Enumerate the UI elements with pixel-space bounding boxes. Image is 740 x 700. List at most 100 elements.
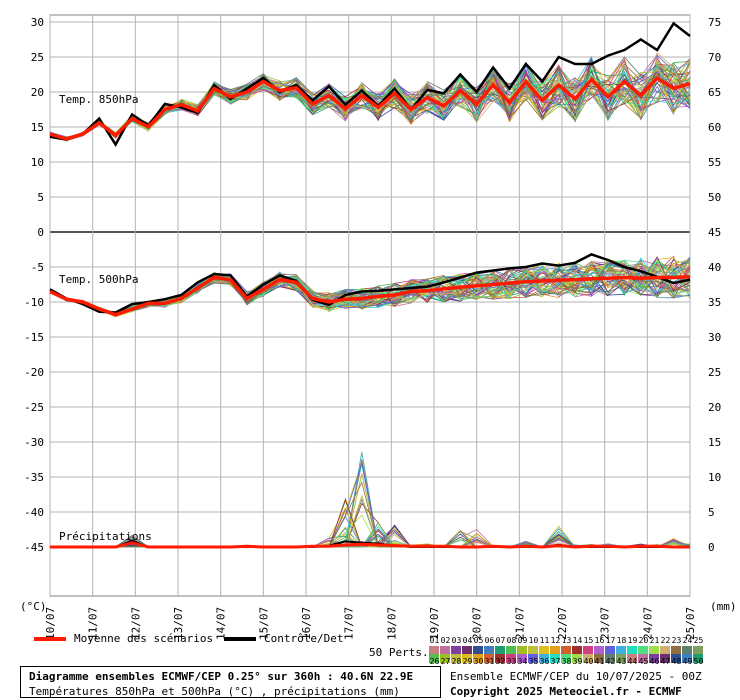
member-swatch bbox=[660, 646, 670, 655]
member-swatch bbox=[550, 646, 560, 655]
member-number: 33 bbox=[506, 657, 517, 666]
date-tick-label: 13/07 bbox=[172, 607, 185, 640]
member-number: 30 bbox=[473, 657, 484, 666]
member-number: 15 bbox=[583, 636, 594, 645]
member-swatch bbox=[682, 654, 692, 663]
member-number: 32 bbox=[495, 657, 506, 666]
member-swatch bbox=[693, 654, 703, 663]
member-number: 23 bbox=[671, 636, 682, 645]
member-swatch bbox=[495, 654, 505, 663]
legend-perts-label: 50 Perts. bbox=[369, 646, 429, 659]
right-tick-label: 20 bbox=[708, 401, 721, 414]
member-number: 48 bbox=[671, 657, 682, 666]
member-swatch bbox=[539, 654, 549, 663]
member-number: 42 bbox=[605, 657, 616, 666]
member-swatch bbox=[605, 646, 615, 655]
member-swatch bbox=[649, 646, 659, 655]
t850-label: Temp. 850hPa bbox=[59, 93, 138, 106]
member-swatch bbox=[473, 646, 483, 655]
date-tick-label: 16/07 bbox=[300, 607, 313, 640]
member-swatch bbox=[561, 646, 571, 655]
member-number: 07 bbox=[495, 636, 506, 645]
member-number: 47 bbox=[660, 657, 671, 666]
member-swatch bbox=[506, 646, 516, 655]
legend-mean-label: Moyenne des scénarios bbox=[74, 632, 214, 645]
main-series bbox=[49, 21, 691, 549]
legend-control-swatch bbox=[224, 637, 256, 641]
right-tick-label: 35 bbox=[708, 296, 721, 309]
member-swatch bbox=[440, 646, 450, 655]
member-swatch bbox=[572, 646, 582, 655]
mean-line-500 bbox=[49, 275, 691, 317]
member-number: 21 bbox=[649, 636, 660, 645]
member-swatch bbox=[484, 654, 494, 663]
date-tick-label: 15/07 bbox=[257, 607, 270, 640]
right-tick-label: 55 bbox=[708, 156, 721, 169]
left-tick-label: -10 bbox=[24, 296, 44, 309]
member-swatch bbox=[495, 646, 505, 655]
member-number: 25 bbox=[693, 636, 704, 645]
member-swatch bbox=[528, 654, 538, 663]
legend-mean-swatch bbox=[34, 637, 66, 641]
member-number: 46 bbox=[649, 657, 660, 666]
left-tick-label: 20 bbox=[31, 86, 44, 99]
member-number: 50 bbox=[693, 657, 704, 666]
member-swatch bbox=[671, 646, 681, 655]
member-number: 29 bbox=[462, 657, 473, 666]
left-tick-label: -45 bbox=[24, 541, 44, 554]
right-unit-label: (mm) bbox=[710, 600, 737, 613]
right-tick-label: 45 bbox=[708, 226, 721, 239]
member-number: 34 bbox=[517, 657, 528, 666]
member-swatch bbox=[517, 646, 527, 655]
member-number: 26 bbox=[429, 657, 440, 666]
left-tick-label: 10 bbox=[31, 156, 44, 169]
date-axis: 10/07 11/07 12/07 13/07 14/07 15/07 16/07 17/07… bbox=[44, 607, 697, 640]
date-tick-label: 14/07 bbox=[215, 607, 228, 640]
right-tick-label: 0 bbox=[708, 541, 715, 554]
member-number: 41 bbox=[594, 657, 605, 666]
date-tick-label: 22/07 bbox=[556, 607, 569, 640]
member-number: 08 bbox=[506, 636, 517, 645]
date-tick-label: 12/07 bbox=[129, 607, 142, 640]
member-swatch bbox=[638, 654, 648, 663]
member-number: 06 bbox=[484, 636, 495, 645]
member-swatch bbox=[572, 654, 582, 663]
left-tick-label: 30 bbox=[31, 16, 44, 29]
member-swatch bbox=[616, 654, 626, 663]
date-tick-label: 21/07 bbox=[513, 607, 526, 640]
member-swatch bbox=[451, 654, 461, 663]
right-tick-label: 15 bbox=[708, 436, 721, 449]
member-swatch bbox=[660, 654, 670, 663]
mean-line-850 bbox=[49, 75, 691, 141]
member-swatch bbox=[473, 654, 483, 663]
member-swatch bbox=[484, 646, 494, 655]
member-swatch bbox=[451, 646, 461, 655]
member-number: 22 bbox=[660, 636, 671, 645]
left-tick-label: -20 bbox=[24, 366, 44, 379]
left-tick-label: 0 bbox=[37, 226, 44, 239]
member-swatch bbox=[693, 646, 703, 655]
right-tick-label: 40 bbox=[708, 261, 721, 274]
member-swatch bbox=[605, 654, 615, 663]
member-number: 27 bbox=[440, 657, 451, 666]
mean-line-precip bbox=[50, 541, 690, 549]
member-number: 37 bbox=[550, 657, 561, 666]
member-line-500 bbox=[49, 262, 691, 316]
left-tick-label: -25 bbox=[24, 401, 44, 414]
right-tick-label: 75 bbox=[708, 16, 721, 29]
member-swatch bbox=[682, 646, 692, 655]
title-box: Diagramme ensembles ECMWF/CEP 0.25° sur … bbox=[20, 666, 441, 698]
left-tick-label: 15 bbox=[31, 121, 44, 134]
member-swatch bbox=[539, 646, 549, 655]
control-line-500 bbox=[49, 253, 691, 314]
member-number: 45 bbox=[638, 657, 649, 666]
member-number: 44 bbox=[627, 657, 638, 666]
member-swatch bbox=[594, 646, 604, 655]
left-tick-label: -40 bbox=[24, 506, 44, 519]
member-swatch bbox=[506, 654, 516, 663]
left-tick-label: -35 bbox=[24, 471, 44, 484]
member-swatch bbox=[462, 646, 472, 655]
right-tick-label: 65 bbox=[708, 86, 721, 99]
member-swatch bbox=[462, 654, 472, 663]
